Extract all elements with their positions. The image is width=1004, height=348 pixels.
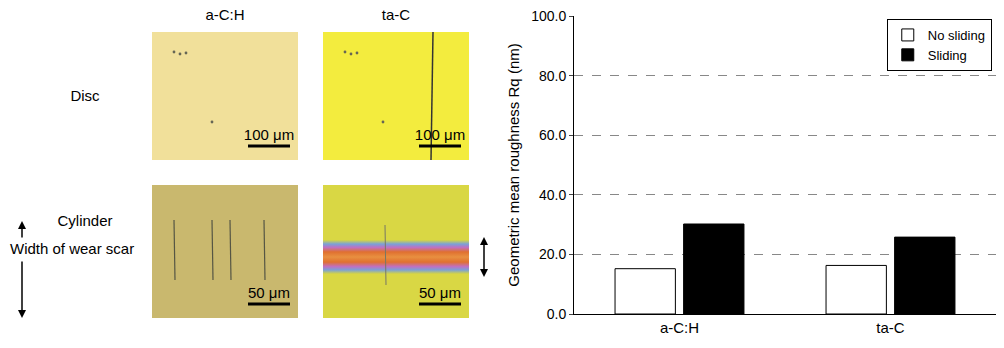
svg-text:a-C:H: a-C:H [660, 319, 699, 336]
svg-text:Sliding: Sliding [928, 48, 967, 63]
svg-text:Width of wear scar: Width of wear scar [10, 240, 134, 257]
svg-text:ta-C: ta-C [876, 319, 905, 336]
svg-text:Disc: Disc [70, 87, 100, 104]
svg-text:100 μm: 100 μm [415, 126, 465, 143]
svg-text:20.0: 20.0 [539, 246, 566, 262]
svg-text:No sliding: No sliding [928, 28, 985, 43]
svg-text:100.0: 100.0 [531, 8, 566, 24]
svg-text:Geometric mean roughness Rq (n: Geometric mean roughness Rq (nm) [505, 43, 522, 286]
svg-text:50 μm: 50 μm [248, 284, 290, 301]
svg-text:ta-C: ta-C [382, 6, 411, 23]
svg-text:Cylinder: Cylinder [57, 212, 112, 229]
svg-text:50 μm: 50 μm [419, 284, 461, 301]
svg-text:100 μm: 100 μm [244, 126, 294, 143]
svg-text:60.0: 60.0 [539, 127, 566, 143]
svg-text:a-C:H: a-C:H [205, 6, 244, 23]
svg-text:80.0: 80.0 [539, 68, 566, 84]
svg-text:0.0: 0.0 [547, 306, 567, 322]
svg-text:40.0: 40.0 [539, 187, 566, 203]
